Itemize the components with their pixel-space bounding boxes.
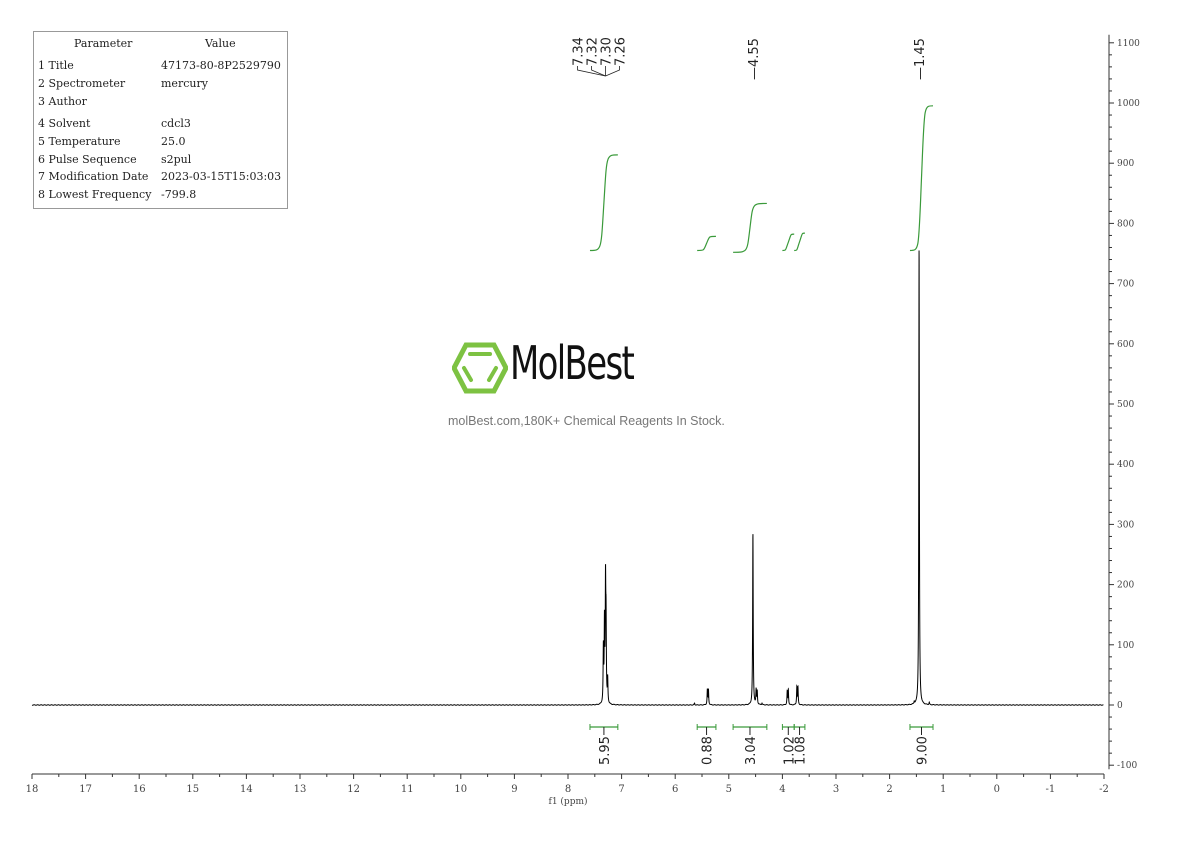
x-tick-label: 8 [565,784,571,795]
integral-value: 1.02 [782,736,797,765]
param-key: 7 Modification Date [38,170,149,183]
y-tick-label: 900 [1117,159,1134,169]
x-tick-label: 2 [886,784,892,795]
integral-curve [794,232,805,252]
integral-value: 3.04 [744,736,759,765]
x-tick-label: -2 [1099,784,1109,795]
param-key: 5 Temperature [38,135,121,148]
y-tick-label: 1000 [1117,99,1140,109]
peak-label-connector [577,66,606,77]
watermark-tagline: molBest.com,180K+ Chemical Reagents In S… [448,414,725,428]
peak-label: 7.30 [600,37,615,66]
x-tick-label: 0 [994,784,1000,795]
x-tick-label: 5 [726,784,732,795]
watermark-logo-text: MolBest [510,336,635,390]
benzene-logo-icon [452,342,508,394]
integral-value: 9.00 [915,736,930,765]
param-key: 6 Pulse Sequence [38,153,137,166]
y-tick-label: 700 [1117,280,1134,290]
parameter-table: Parameter Value 1 Title 47173-80-8P252979… [33,31,288,209]
x-tick-label: 10 [454,784,467,795]
y-tick-label: 1100 [1117,39,1140,49]
integral-curve [589,154,618,252]
param-value: mercury [161,77,208,90]
x-tick-label: 11 [401,784,414,795]
param-value: 47173-80-8P2529790 [161,59,281,72]
x-tick-label: 14 [240,784,253,795]
y-tick-label: 500 [1117,400,1134,410]
x-tick-label: 7 [618,784,624,795]
x-tick-label: 3 [833,784,839,795]
integral-curve [697,235,716,252]
y-tick-label: 600 [1117,340,1134,350]
x-tick-label: 4 [779,784,785,795]
peak-label-connector [605,66,620,77]
peak-label: 7.34 [572,37,587,66]
integral-curve [909,105,934,252]
x-tick-label: 9 [511,784,517,795]
param-value: s2pul [161,153,192,166]
x-tick-label: 1 [940,784,946,795]
peak-label: —1.45 [913,38,928,80]
param-header-parameter: Parameter [74,37,133,50]
param-key: 1 Title [38,59,74,72]
peak-label: 7.32 [586,37,601,66]
param-key: 8 Lowest Frequency [38,188,152,201]
param-value: -799.8 [161,188,197,201]
x-tick-label: 15 [186,784,199,795]
param-value: 2023-03-15T15:03:03 [161,170,282,183]
integral-curve [782,233,795,252]
spectrum-line [31,250,1104,706]
x-tick-label: 13 [294,784,307,795]
y-tick-label: 0 [1117,701,1123,711]
param-header-value: Value [205,37,236,50]
x-tick-label: -1 [1046,784,1056,795]
peak-label-connector [591,66,606,77]
x-axis-label: f1 (ppm) [549,796,588,807]
param-key: 3 Author [38,95,87,108]
y-tick-label: 400 [1117,460,1134,470]
integral-value: 1.08 [794,736,809,765]
param-value: 25.0 [161,135,186,148]
y-tick-label: 200 [1117,581,1134,591]
x-tick-label: 6 [672,784,678,795]
param-key: 4 Solvent [38,117,91,130]
integral-curve [733,202,767,253]
integral-value: 0.88 [701,736,716,765]
y-tick-label: 300 [1117,520,1134,530]
param-key: 2 Spectrometer [38,77,126,90]
x-tick-label: 18 [26,784,39,795]
peak-label: 7.26 [614,37,629,66]
x-tick-label: 12 [347,784,360,795]
peak-label: —4.55 [747,38,762,80]
x-tick-label: 16 [133,784,146,795]
integral-value: 5.95 [598,736,613,765]
x-tick-label: 17 [79,784,92,795]
y-tick-label: 100 [1117,641,1134,651]
param-value: cdcl3 [161,117,191,130]
y-tick-label: -100 [1117,761,1137,771]
y-tick-label: 800 [1117,219,1134,229]
